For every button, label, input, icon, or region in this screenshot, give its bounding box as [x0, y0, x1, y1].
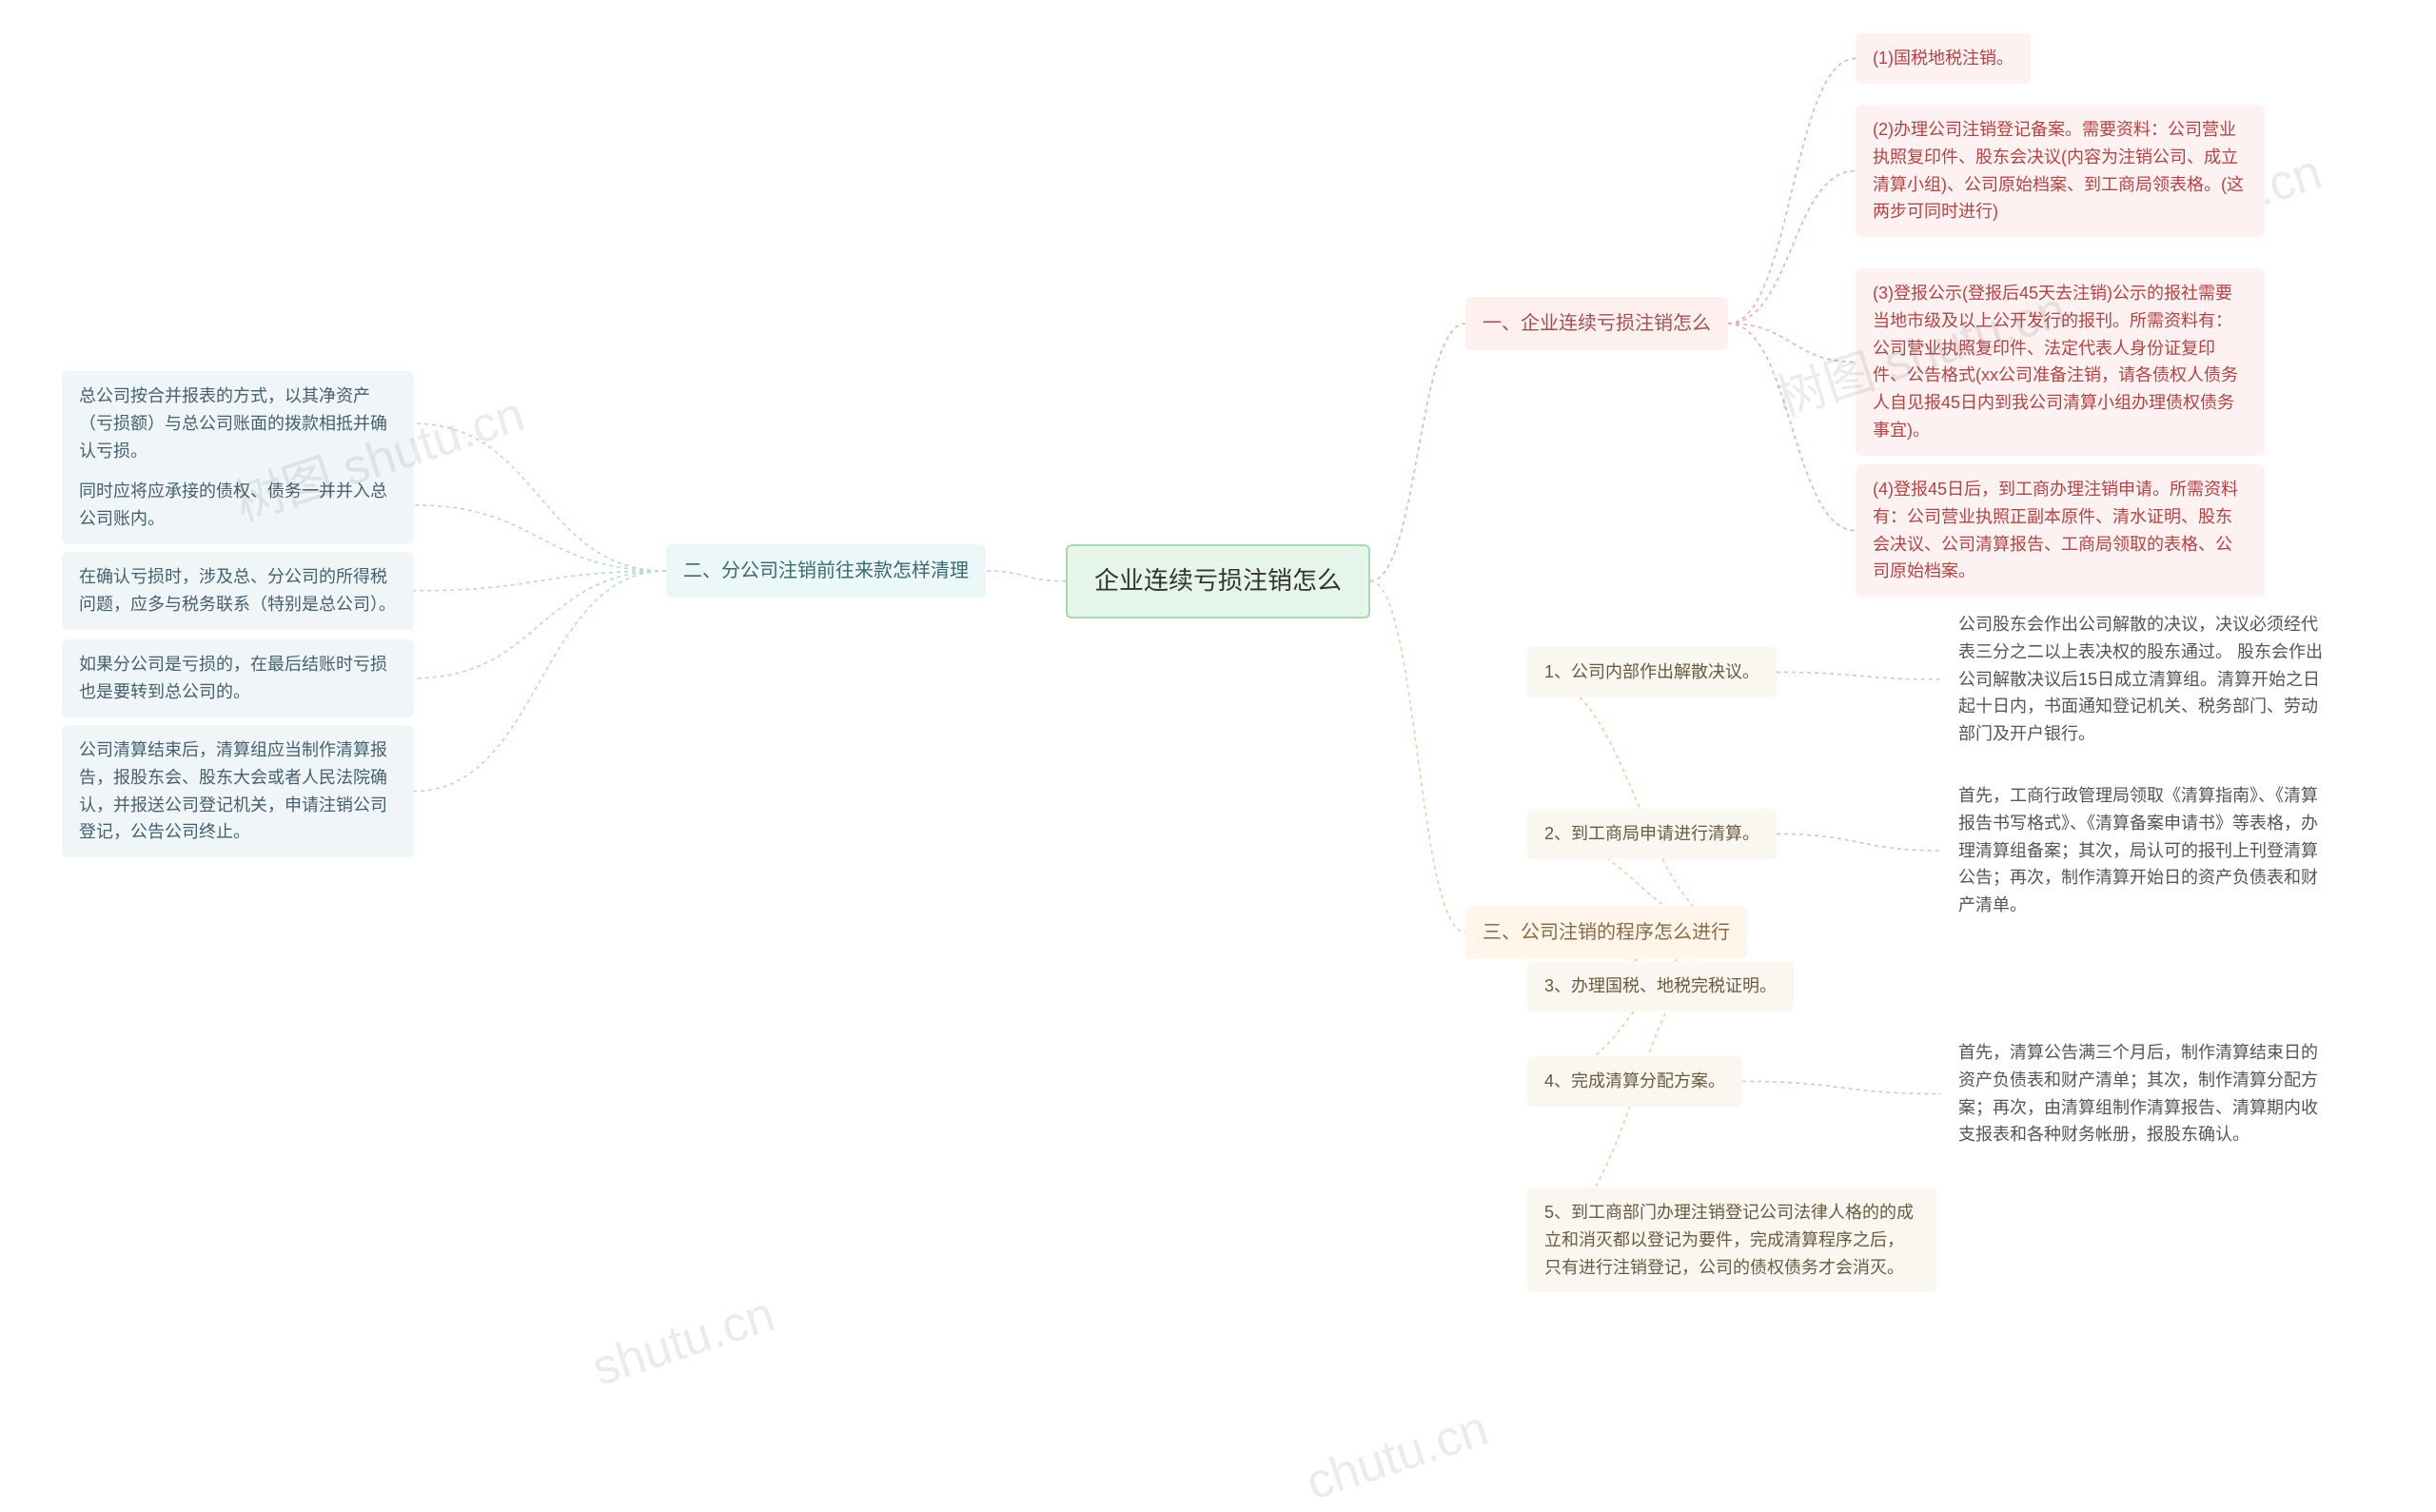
connector	[1728, 324, 1856, 531]
leaf-node[interactable]: 1、公司内部作出解散决议。	[1527, 647, 1777, 697]
subleaf-node[interactable]: 公司股东会作出公司解散的决议，决议必须经代表三分之二以上表决权的股东通过。 股东…	[1941, 599, 2350, 759]
branch-node-section-3[interactable]: 三、公司注销的程序怎么进行	[1465, 906, 1747, 959]
leaf-node[interactable]: 4、完成清算分配方案。	[1527, 1056, 1742, 1107]
watermark: shutu.cn	[586, 1286, 781, 1398]
leaf-node[interactable]: 总公司按合并报表的方式，以其净资产（亏损额）与总公司账面的拨款相抵并确认亏损。	[62, 371, 414, 476]
connector	[1370, 324, 1465, 581]
leaf-node[interactable]: 同时应将应承接的债权、债务一并并入总公司账内。	[62, 466, 414, 544]
connector	[1728, 58, 1856, 324]
watermark: chutu.cn	[1300, 1400, 1495, 1512]
leaf-node[interactable]: 如果分公司是亏损的，在最后结账时亏损也是要转到总公司的。	[62, 639, 414, 717]
connector	[1777, 672, 1941, 679]
leaf-node[interactable]: (1)国税地税注销。	[1856, 33, 2031, 84]
leaf-node[interactable]: (4)登报45日后，到工商办理注销申请。所需资料有：公司营业执照正副本原件、清水…	[1856, 464, 2265, 597]
connector	[1742, 1081, 1941, 1093]
connector	[414, 571, 666, 678]
subleaf-node[interactable]: 首先，清算公告满三个月后，制作清算结束日的资产负债表和财产清单；其次，制作清算分…	[1941, 1028, 2350, 1160]
leaf-node[interactable]: 在确认亏损时，涉及总、分公司的所得税问题，应多与税务联系（特别是总公司）。	[62, 552, 414, 630]
connector	[414, 571, 666, 591]
connector	[414, 505, 666, 571]
leaf-node[interactable]: 2、到工商局申请进行清算。	[1527, 809, 1777, 859]
leaf-node[interactable]: (2)办理公司注销登记备案。需要资料：公司营业执照复印件、股东会决议(内容为注销…	[1856, 105, 2265, 237]
connector	[414, 423, 666, 571]
branch-node-section-2[interactable]: 二、分公司注销前往来款怎样清理	[666, 544, 986, 598]
connector	[1728, 171, 1856, 324]
leaf-node[interactable]: 5、到工商部门办理注销登记公司法律人格的的成立和消灭都以登记为要件，完成清算程序…	[1527, 1188, 1936, 1292]
leaf-node[interactable]: 3、办理国税、地税完税证明。	[1527, 961, 1794, 1011]
connector	[1527, 672, 1747, 933]
connector	[1728, 324, 1856, 362]
connector	[986, 571, 1066, 581]
leaf-node[interactable]: 公司清算结束后，清算组应当制作清算报告，报股东会、股东大会或者人民法院确认，并报…	[62, 725, 414, 857]
connector	[414, 571, 666, 792]
branch-node-section-1[interactable]: 一、企业连续亏损注销怎么	[1465, 297, 1728, 350]
leaf-node[interactable]: (3)登报公示(登报后45天去注销)公示的报社需要当地市级及以上公开发行的报刊。…	[1856, 268, 2265, 456]
subleaf-node[interactable]: 首先，工商行政管理局领取《清算指南》、《清算报告书写格式》、《清算备案申请书》等…	[1941, 771, 2350, 931]
connector	[1777, 834, 1941, 851]
mindmap-root[interactable]: 企业连续亏损注销怎么	[1066, 544, 1370, 619]
connector	[1370, 581, 1465, 933]
